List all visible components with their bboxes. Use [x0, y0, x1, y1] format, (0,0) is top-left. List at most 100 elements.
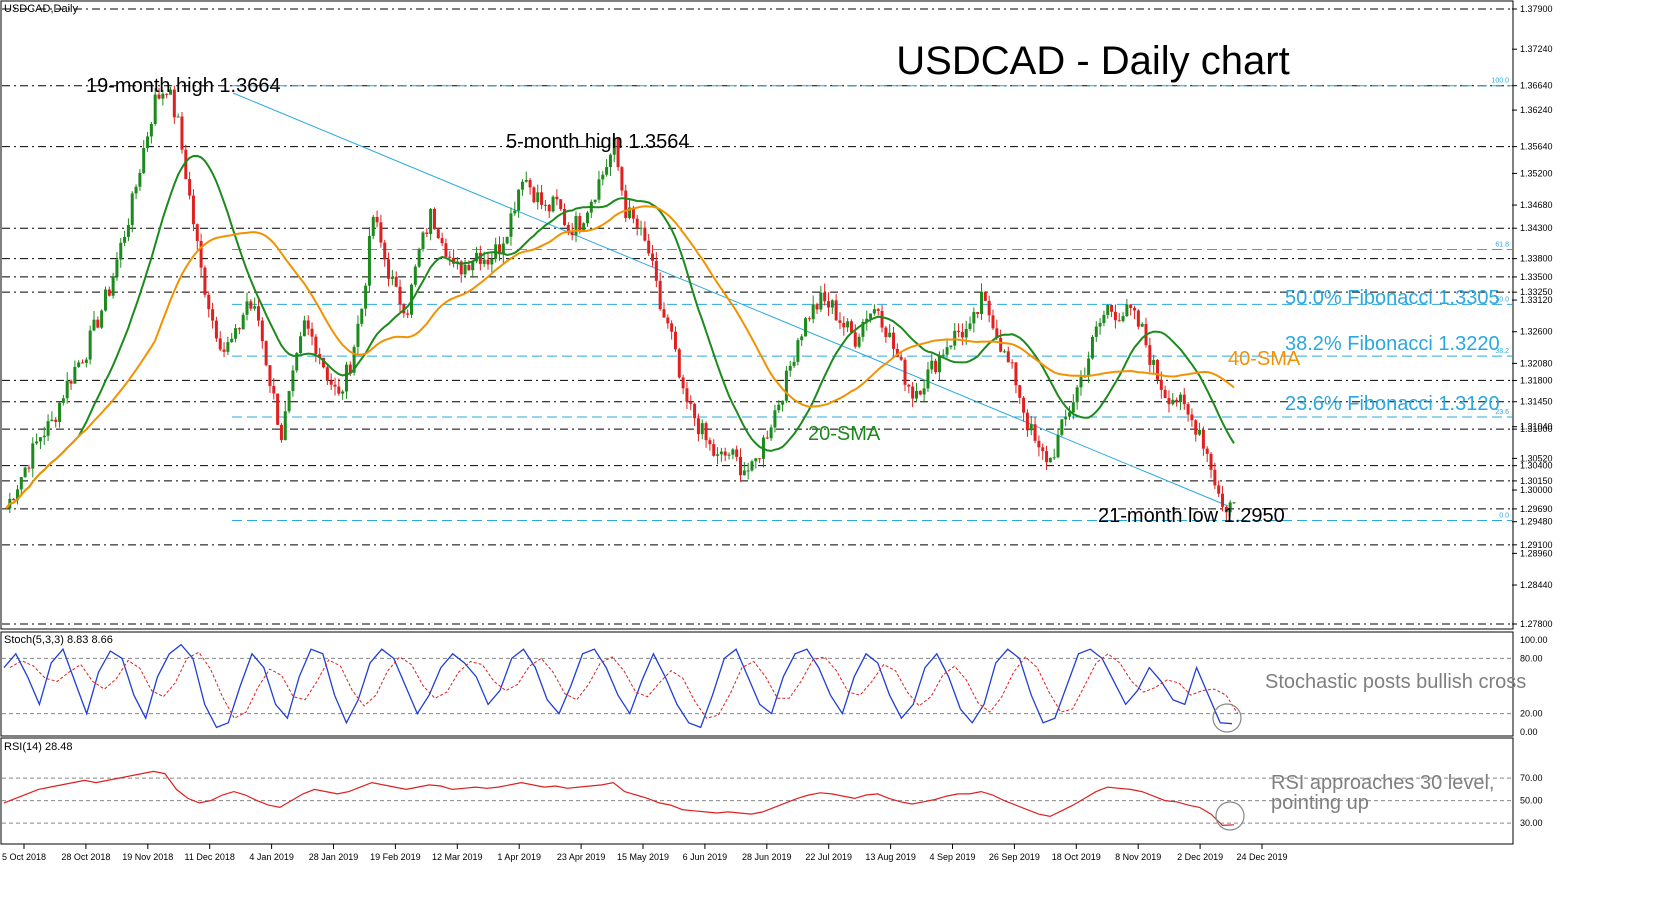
fibonacci-level-label: 38.2	[1495, 348, 1509, 355]
candle-body	[1068, 412, 1072, 417]
candle-body	[360, 308, 364, 324]
candle-body	[536, 192, 540, 203]
candle-body	[65, 380, 69, 399]
candle-body	[830, 300, 834, 308]
price-tick-label: 1.33120	[1520, 295, 1553, 305]
candle-body	[188, 179, 192, 196]
candle-body	[1129, 304, 1133, 309]
time-tick-label: 19 Nov 2018	[122, 852, 173, 862]
candle-body	[348, 364, 352, 373]
stoch-tick-label: 80.00	[1520, 653, 1543, 663]
candle-body	[930, 360, 934, 370]
time-tick-label: 28 Jun 2019	[742, 852, 792, 862]
candle-body	[27, 467, 31, 469]
candle-body	[899, 356, 903, 360]
candle-body	[356, 323, 360, 347]
candle-body	[605, 167, 609, 175]
candle-body	[677, 349, 681, 378]
candle-body	[1110, 305, 1114, 312]
candle-body	[895, 348, 899, 357]
candle-body	[218, 338, 222, 350]
candle-body	[383, 242, 387, 260]
candle-body	[635, 218, 639, 229]
candle-body	[509, 213, 513, 237]
candle-body	[1113, 311, 1117, 321]
rsi-line	[3, 770, 1235, 827]
candle-body	[708, 440, 712, 445]
price-tick-label: 1.31450	[1520, 397, 1553, 407]
candle-body	[467, 264, 471, 271]
rsi-label: RSI(14) 28.48	[4, 741, 72, 753]
candle-body	[1209, 453, 1213, 470]
candle-body	[765, 437, 769, 439]
candle-body	[1029, 424, 1033, 431]
candle-body	[375, 216, 379, 223]
candle-body	[1148, 345, 1152, 365]
candle-body	[31, 443, 35, 469]
candle-body	[1052, 457, 1056, 459]
time-tick-label: 28 Oct 2018	[61, 852, 110, 862]
candle-body	[911, 386, 915, 399]
sma-20-line	[5, 154, 1235, 510]
candle-body	[1152, 359, 1156, 365]
candle-body	[1048, 457, 1052, 463]
candle-body	[440, 238, 444, 244]
time-tick-label: 15 May 2019	[617, 852, 669, 862]
stoch-tick-label: 0.00	[1520, 727, 1538, 737]
candle-body	[1133, 308, 1137, 311]
candle-body	[1117, 320, 1121, 322]
candle-body	[260, 320, 264, 342]
candle-body	[329, 380, 333, 385]
price-tick-label: 1.29480	[1520, 517, 1553, 527]
candle-body	[88, 330, 92, 360]
time-tick-label: 1 Apr 2019	[497, 852, 541, 862]
candle-body	[46, 421, 50, 436]
candle-body	[941, 354, 945, 356]
candle-body	[566, 225, 570, 232]
stoch-label: Stoch(5,3,3) 8.83 8.66	[4, 634, 113, 646]
candle-body	[804, 318, 808, 337]
candle-body	[241, 314, 245, 330]
time-tick-label: 8 Nov 2019	[1115, 852, 1161, 862]
candle-body	[276, 393, 280, 425]
time-tick-label: 11 Dec 2018	[185, 852, 235, 862]
candle-body	[773, 410, 777, 428]
candle-body	[712, 444, 716, 456]
candle-body	[1022, 397, 1026, 413]
candle-body	[1010, 362, 1014, 364]
time-tick-label: 26 Sep 2019	[989, 852, 1040, 862]
candle-body	[203, 267, 207, 295]
candle-body	[325, 367, 329, 381]
candle-body	[1045, 451, 1049, 463]
candle-body	[582, 223, 586, 232]
sma-40-line	[5, 205, 1235, 510]
candle-body	[1171, 399, 1175, 405]
candle-body	[1087, 358, 1091, 377]
annotation-21-month-low: 21-month low 1.2950	[1098, 505, 1285, 527]
rsi-tick-label: 50.00	[1520, 796, 1543, 806]
candle-body	[914, 390, 918, 399]
price-tick-label: 1.30150	[1520, 476, 1553, 486]
candle-body	[406, 313, 410, 315]
chart-title: USDCAD - Daily chart	[896, 39, 1289, 83]
candle-body	[165, 93, 169, 95]
candle-body	[452, 257, 456, 264]
candle-body	[861, 321, 865, 337]
candle-body	[769, 427, 773, 439]
candle-body	[696, 418, 700, 435]
candle-body	[823, 292, 827, 302]
candle-body	[834, 300, 838, 321]
candle-body	[995, 328, 999, 338]
candle-body	[643, 227, 647, 241]
candle-body	[482, 259, 486, 264]
candle-body	[934, 360, 938, 373]
time-tick-label: 2 Dec 2019	[1177, 852, 1223, 862]
candle-body	[788, 365, 792, 371]
time-tick-label: 28 Jan 2019	[309, 852, 359, 862]
candle-body	[341, 391, 345, 394]
candle-body	[597, 179, 601, 200]
candle-body	[172, 89, 176, 118]
candle-body	[784, 370, 788, 401]
candle-body	[176, 116, 180, 118]
price-tick-label: 1.31800	[1520, 375, 1553, 385]
